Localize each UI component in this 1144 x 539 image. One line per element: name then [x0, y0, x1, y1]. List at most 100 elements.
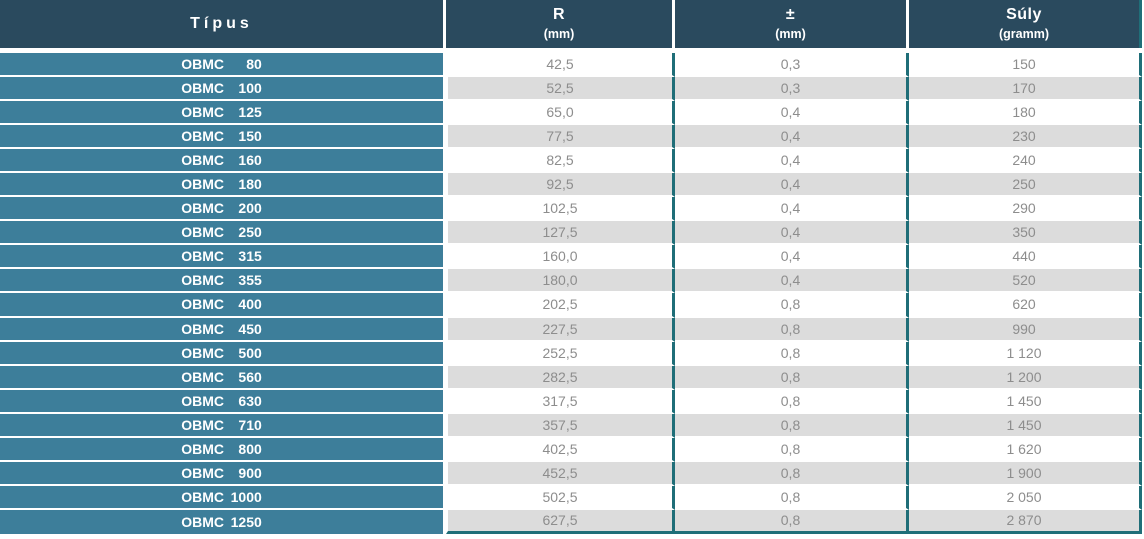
weight-cell: 1 200 [909, 365, 1142, 390]
type-size: 80 [246, 56, 262, 73]
tolerance-cell: 0,4 [675, 221, 909, 246]
tolerance-cell: 0,8 [675, 389, 909, 414]
type-cell: OBMC 400 [0, 293, 446, 318]
weight-cell: 290 [909, 197, 1142, 222]
type-prefix: OBMC [181, 440, 224, 457]
type-size: 100 [238, 80, 262, 97]
radius-cell: 252,5 [446, 341, 675, 366]
row-edge-spacer [1142, 53, 1144, 78]
weight-cell: 170 [909, 77, 1142, 102]
type-prefix: OBMC [181, 248, 224, 265]
table-header: Típus R (mm) ± (mm) Súly (gramm) [0, 0, 1144, 53]
weight-cell: 1 620 [909, 437, 1142, 462]
tolerance-cell: 0,4 [675, 173, 909, 198]
tolerance-cell: 0,4 [675, 269, 909, 294]
tolerance-cell: 0,8 [675, 341, 909, 366]
type-size: 1250 [230, 513, 262, 530]
radius-cell: 102,5 [446, 197, 675, 222]
row-edge-spacer [1142, 485, 1144, 510]
table-row: OBMC 100 52,5 0,3 170 [0, 77, 1144, 102]
type-prefix: OBMC [181, 320, 224, 337]
type-size: 560 [238, 368, 262, 385]
weight-cell: 990 [909, 317, 1142, 342]
header-label-weight: Súly [1006, 6, 1042, 24]
header-label-tolerance: ± [785, 6, 796, 24]
table-row: OBMC 315 160,0 0,4 440 [0, 245, 1144, 270]
type-cell: OBMC 355 [0, 269, 446, 294]
row-edge-spacer [1142, 365, 1144, 390]
type-prefix: OBMC [181, 344, 224, 361]
tolerance-cell: 0,3 [675, 77, 909, 102]
type-size: 400 [238, 296, 262, 313]
weight-cell: 150 [909, 53, 1142, 78]
radius-cell: 127,5 [446, 221, 675, 246]
type-cell: OBMC 200 [0, 197, 446, 222]
type-prefix: OBMC [181, 104, 224, 121]
type-cell: OBMC 160 [0, 149, 446, 174]
header-unit-weight: (gramm) [998, 27, 1049, 42]
weight-cell: 240 [909, 149, 1142, 174]
type-cell: OBMC 900 [0, 461, 446, 486]
type-prefix: OBMC [181, 368, 224, 385]
tolerance-cell: 0,4 [675, 101, 909, 126]
type-cell: OBMC 630 [0, 389, 446, 414]
radius-cell: 52,5 [446, 77, 675, 102]
type-size: 250 [238, 224, 262, 241]
header-cell-tipus: Típus [0, 0, 446, 48]
weight-cell: 230 [909, 125, 1142, 150]
table-body: OBMC 80 42,5 0,3 150 OBMC 100 52,5 0,3 170… [0, 53, 1144, 534]
header-label-radius: R [552, 6, 566, 24]
type-prefix: OBMC [181, 152, 224, 169]
weight-cell: 1 450 [909, 389, 1142, 414]
tolerance-cell: 0,8 [675, 317, 909, 342]
type-cell: OBMC 450 [0, 317, 446, 342]
weight-cell: 180 [909, 101, 1142, 126]
type-cell: OBMC 180 [0, 173, 446, 198]
radius-cell: 160,0 [446, 245, 675, 270]
type-cell: OBMC 800 [0, 437, 446, 462]
table-row: OBMC 560 282,5 0,8 1 200 [0, 365, 1144, 390]
row-edge-spacer [1142, 509, 1144, 534]
type-prefix: OBMC [181, 272, 224, 289]
tolerance-cell: 0,4 [675, 245, 909, 270]
type-cell: OBMC 1250 [0, 509, 446, 534]
tolerance-cell: 0,8 [675, 365, 909, 390]
radius-cell: 202,5 [446, 293, 675, 318]
table-row: OBMC 180 92,5 0,4 250 [0, 173, 1144, 198]
radius-cell: 402,5 [446, 437, 675, 462]
type-size: 450 [238, 320, 262, 337]
weight-cell: 350 [909, 221, 1142, 246]
header-unit-tolerance: (mm) [775, 27, 806, 42]
table-row: OBMC 630 317,5 0,8 1 450 [0, 389, 1144, 414]
radius-cell: 42,5 [446, 53, 675, 78]
row-edge-spacer [1142, 221, 1144, 246]
weight-cell: 250 [909, 173, 1142, 198]
tolerance-cell: 0,4 [675, 149, 909, 174]
radius-cell: 227,5 [446, 317, 675, 342]
header-edge-spacer [1142, 0, 1144, 48]
type-size: 160 [238, 152, 262, 169]
row-edge-spacer [1142, 341, 1144, 366]
type-prefix: OBMC [181, 392, 224, 409]
type-prefix: OBMC [181, 513, 224, 530]
type-prefix: OBMC [181, 200, 224, 217]
type-prefix: OBMC [181, 128, 224, 145]
tolerance-cell: 0,8 [675, 413, 909, 438]
table-row: OBMC 160 82,5 0,4 240 [0, 149, 1144, 174]
row-edge-spacer [1142, 149, 1144, 174]
type-prefix: OBMC [181, 80, 224, 97]
tolerance-cell: 0,4 [675, 197, 909, 222]
table-row: OBMC 800 402,5 0,8 1 620 [0, 437, 1144, 462]
type-cell: OBMC 500 [0, 341, 446, 366]
row-edge-spacer [1142, 125, 1144, 150]
tolerance-cell: 0,8 [675, 461, 909, 486]
radius-cell: 282,5 [446, 365, 675, 390]
type-size: 200 [238, 200, 262, 217]
weight-cell: 520 [909, 269, 1142, 294]
tolerance-cell: 0,8 [675, 437, 909, 462]
row-edge-spacer [1142, 461, 1144, 486]
type-size: 355 [238, 272, 262, 289]
header-unit-radius: (mm) [543, 27, 575, 42]
table-row: OBMC 450 227,5 0,8 990 [0, 317, 1144, 342]
row-edge-spacer [1142, 293, 1144, 318]
